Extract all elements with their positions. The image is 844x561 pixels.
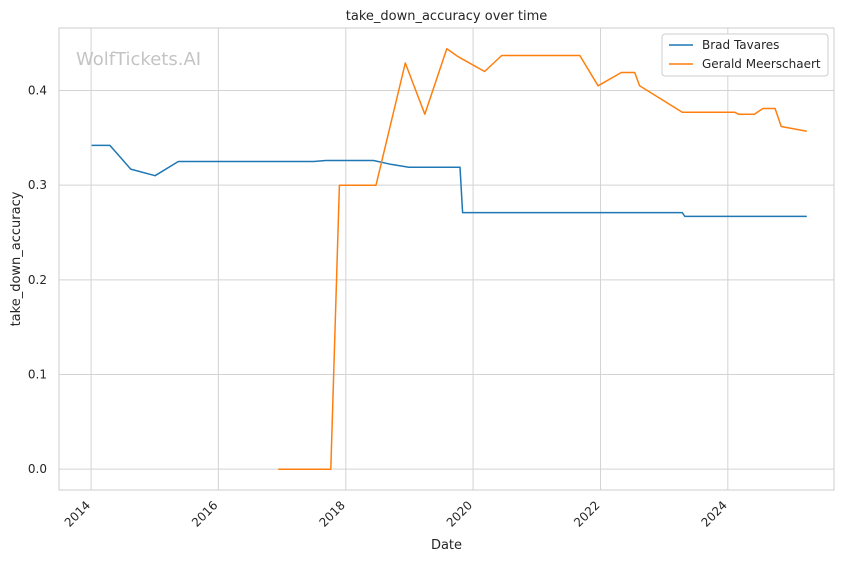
y-tick-label: 0.2 (28, 273, 47, 287)
chart-title: take_down_accuracy over time (346, 9, 547, 24)
x-tick-label: 2018 (316, 498, 347, 529)
x-tick-label: 2016 (189, 498, 220, 529)
series-layer (91, 48, 807, 470)
y-tick-label: 0.1 (28, 368, 47, 382)
y-tick-label: 0.0 (28, 462, 47, 476)
x-tick-labels: 2014 2016 2018 2020 2022 2024 (62, 498, 730, 529)
x-tick-label: 2014 (62, 498, 93, 529)
y-axis-title: take_down_accuracy (9, 191, 24, 326)
legend-label-brad-tavares: Brad Tavares (702, 38, 779, 52)
watermark: WolfTickets.AI (76, 49, 201, 70)
x-tick-label: 2020 (444, 498, 475, 529)
grid (59, 28, 834, 490)
x-axis-title: Date (431, 538, 462, 553)
plot-area (59, 28, 834, 490)
y-tick-label: 0.4 (28, 83, 47, 97)
plot-frame (58, 27, 835, 491)
series-line-gerald-meerschaert (278, 48, 807, 470)
legend-label-gerald-meerschaert: Gerald Meerschaert (702, 57, 821, 71)
legend: Brad Tavares Gerald Meerschaert (661, 33, 829, 77)
y-tick-label: 0.3 (28, 178, 47, 192)
legend-box (661, 33, 829, 77)
x-tick-label: 2024 (698, 498, 729, 529)
y-tick-labels: 0.0 0.1 0.2 0.3 0.4 (28, 83, 47, 476)
series-line-brad-tavares (91, 144, 807, 218)
x-tick-label: 2022 (571, 498, 602, 529)
